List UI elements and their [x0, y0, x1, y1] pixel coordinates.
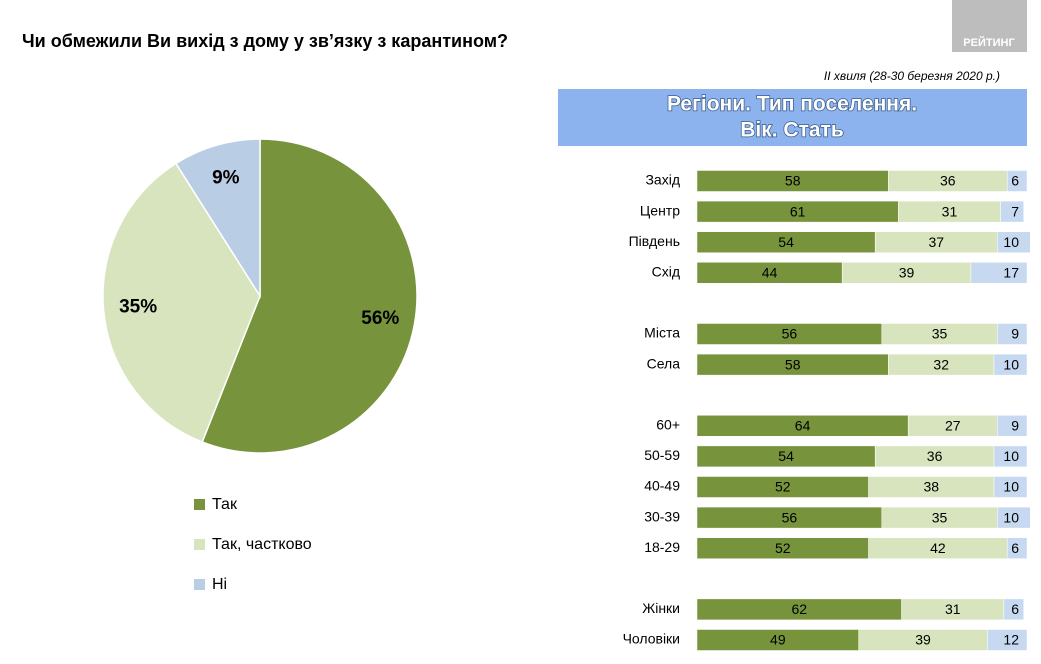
panel-title: Регіони. Тип поселення.: [667, 93, 917, 116]
row-label: 50-59: [644, 447, 680, 463]
bar-segment: [993, 445, 1028, 468]
pie-slice: [201, 138, 418, 454]
bar-value: 6: [1011, 601, 1019, 617]
bar-value: 27: [945, 418, 961, 434]
bar-value: 64: [795, 418, 811, 434]
brand-box: [952, 0, 1027, 52]
bar-segment: [1003, 598, 1024, 621]
row-label: Південь: [629, 233, 680, 249]
row-label: Міста: [644, 325, 680, 341]
bar-segment: [997, 231, 1031, 253]
row-label: 18-29: [644, 539, 680, 555]
bar-value: 31: [945, 601, 961, 617]
bar-value: 9: [1011, 326, 1019, 342]
row-label: Села: [647, 355, 681, 371]
bar-value: 58: [785, 173, 801, 189]
bar-value: 44: [762, 265, 778, 281]
bar-value: 6: [1011, 540, 1019, 556]
bar-value: 12: [1003, 632, 1019, 648]
bar-value: 38: [924, 479, 940, 495]
pie-label: 56%: [361, 308, 399, 329]
row-label: Жінки: [642, 600, 680, 616]
bar-segment: [997, 415, 1028, 437]
bar-value: 58: [785, 356, 801, 372]
bar-value: 35: [932, 326, 948, 342]
pie-label: 35%: [119, 297, 157, 318]
pie-label: 9%: [212, 167, 240, 188]
row-label: Схід: [652, 264, 680, 280]
bar-value: 36: [927, 448, 943, 464]
bar-value: 61: [790, 203, 806, 219]
bar-value: 52: [775, 479, 791, 495]
bar-value: 54: [778, 448, 794, 464]
bar-value: 10: [1003, 234, 1019, 250]
row-label: Захід: [645, 172, 680, 188]
bar-value: 56: [782, 509, 798, 525]
bar-value: 39: [899, 265, 915, 281]
bar-value: 6: [1011, 173, 1019, 189]
bar-segment: [997, 323, 1028, 345]
panel-subtitle: ІІ хвиля (28-30 березня 2020 р.): [824, 69, 1000, 83]
bar-value: 10: [1003, 356, 1019, 372]
bar-segment: [1006, 537, 1028, 559]
page-title: Чи обмежили Ви вихід з дому у зв’язку з …: [22, 31, 508, 51]
bar-value: 39: [915, 632, 931, 648]
row-label: Центр: [640, 202, 680, 218]
bar-value: 32: [933, 356, 949, 372]
bar-value: 56: [782, 326, 798, 342]
legend-label: Так: [212, 496, 238, 513]
legend-swatch: [194, 499, 205, 510]
bar-value: 36: [940, 173, 956, 189]
row-label: 60+: [656, 417, 680, 433]
bar-segment: [987, 629, 1028, 651]
bar-value: 10: [1003, 448, 1019, 464]
legend-label: Так, частково: [212, 536, 312, 553]
row-label: 40-49: [644, 478, 680, 494]
bar-value: 54: [778, 234, 794, 250]
bar-segment: [993, 476, 1028, 498]
bar-value: 9: [1011, 418, 1019, 434]
bar-segment: [997, 506, 1031, 529]
row-label: 30-39: [644, 508, 680, 524]
pie-slice: [102, 162, 261, 443]
bar-segment: [970, 262, 1028, 284]
bar-segment: [1000, 200, 1024, 223]
bar-value: 62: [792, 601, 808, 617]
panel-title: Вік. Стать: [740, 119, 844, 142]
brand: РЕЙТИНГ: [963, 36, 1015, 49]
legend-swatch: [194, 539, 205, 550]
bar-value: 49: [770, 632, 786, 648]
bar-segment: [1006, 170, 1028, 192]
bar-value: 37: [928, 234, 944, 250]
bar-value: 10: [1003, 479, 1019, 495]
pie-slice: [174, 138, 261, 299]
bar-value: 35: [932, 509, 948, 525]
bar-value: 17: [1003, 265, 1019, 281]
bar-value: 10: [1003, 509, 1019, 525]
legend-swatch: [194, 579, 205, 590]
bar-segment: [993, 353, 1028, 376]
bar-value: 42: [930, 540, 946, 556]
bar-value: 7: [1011, 203, 1019, 219]
bar-value: 31: [942, 203, 958, 219]
bar-value: 52: [775, 540, 791, 556]
row-label: Чоловіки: [623, 631, 680, 647]
panel-header: [558, 89, 1027, 146]
legend-label: Ні: [212, 576, 227, 593]
